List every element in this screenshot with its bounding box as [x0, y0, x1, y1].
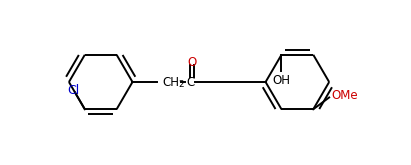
Text: OMe: OMe	[331, 89, 358, 102]
Text: C: C	[186, 76, 194, 88]
Text: CH: CH	[162, 76, 179, 88]
Text: 2: 2	[178, 81, 184, 89]
Text: OH: OH	[272, 74, 291, 87]
Text: Cl: Cl	[67, 84, 79, 97]
Text: O: O	[187, 56, 197, 69]
